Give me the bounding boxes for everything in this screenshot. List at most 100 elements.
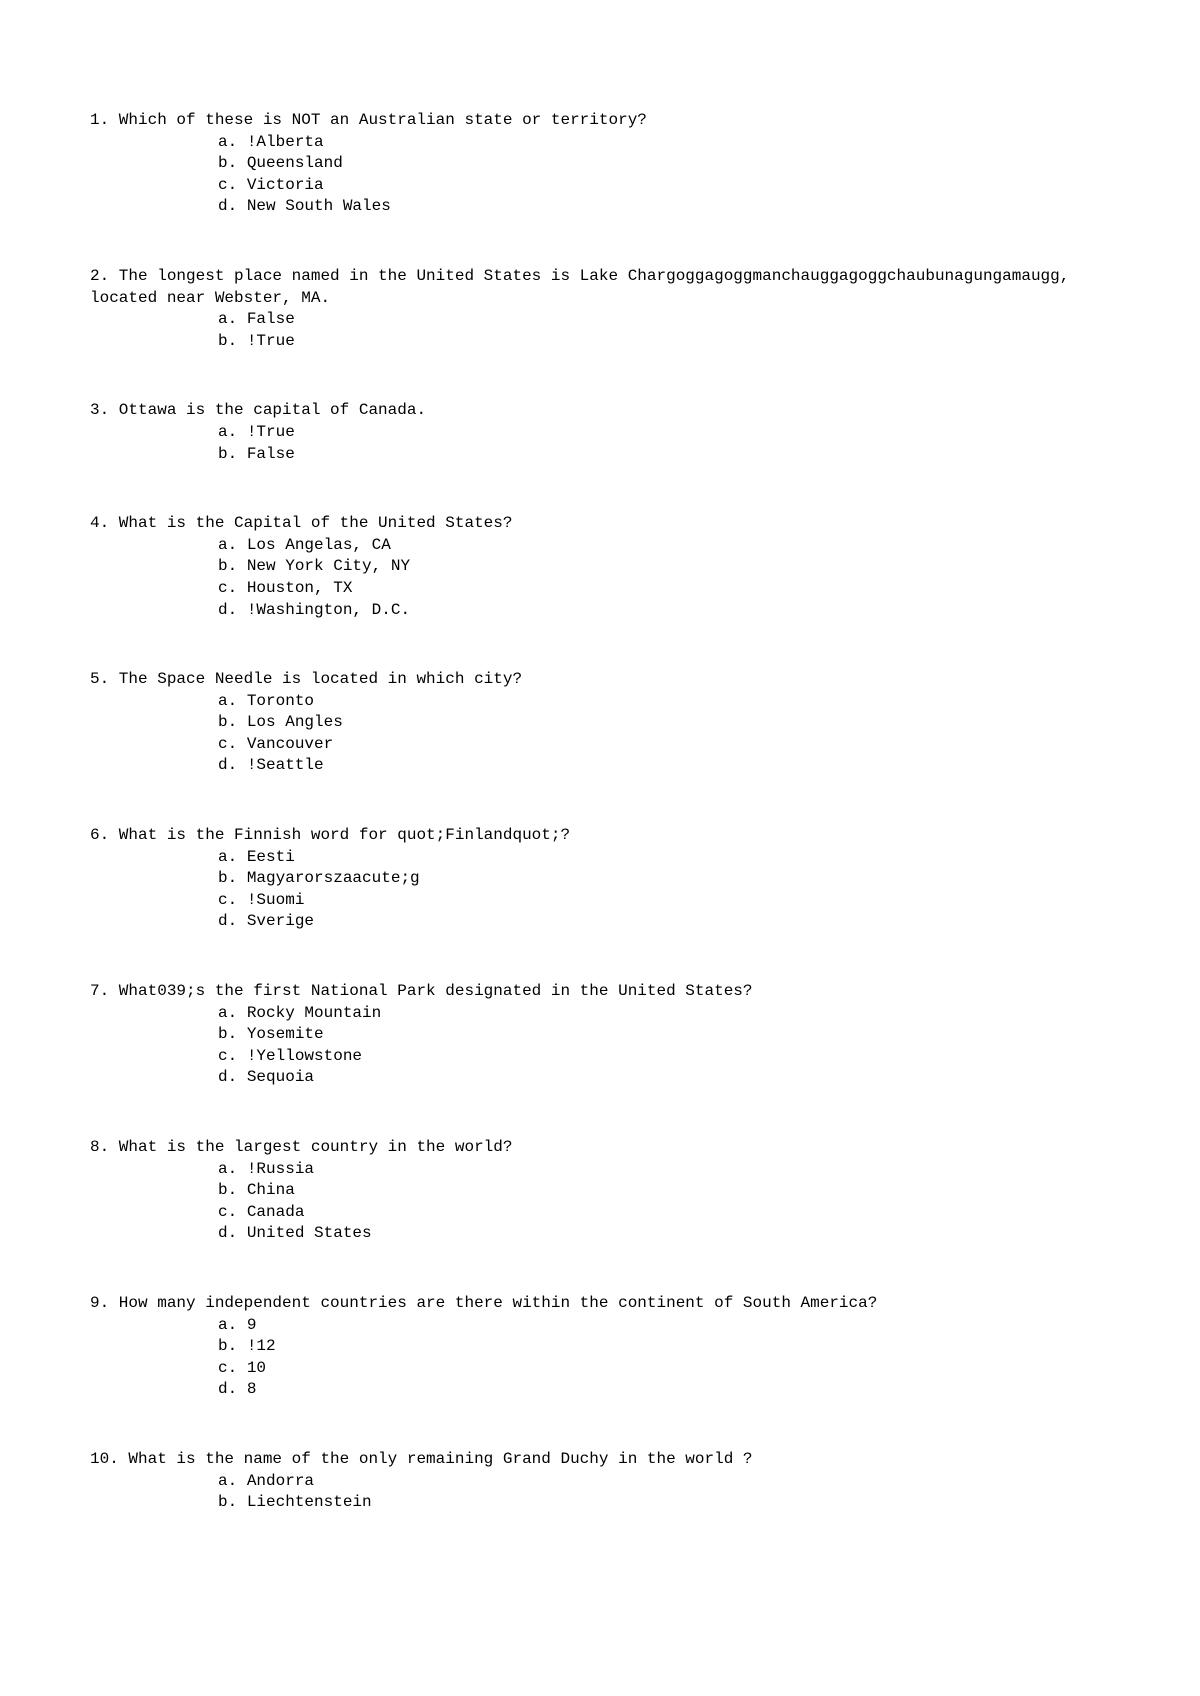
- option-text: !12: [247, 1337, 276, 1355]
- option-row: b. Magyarorszaacute;g: [90, 868, 1110, 890]
- option-text: New South Wales: [247, 197, 391, 215]
- option-row: b. Yosemite: [90, 1024, 1110, 1046]
- option-text: New York City, NY: [247, 557, 410, 575]
- option-text: China: [247, 1181, 295, 1199]
- question-text: 9. How many independent countries are th…: [90, 1293, 1110, 1315]
- question-text: 7. What039;s the first National Park des…: [90, 981, 1110, 1003]
- option-text: Rocky Mountain: [247, 1004, 381, 1022]
- option-letter: a.: [218, 1472, 247, 1490]
- option-letter: d.: [218, 197, 247, 215]
- option-letter: a.: [218, 848, 247, 866]
- question-block: 7. What039;s the first National Park des…: [90, 981, 1110, 1089]
- option-letter: c.: [218, 1359, 247, 1377]
- option-text: Canada: [247, 1203, 305, 1221]
- option-text: 8: [247, 1380, 257, 1398]
- option-text: !Suomi: [247, 891, 305, 909]
- option-letter: c.: [218, 176, 247, 194]
- option-letter: c.: [218, 579, 247, 597]
- option-text: Toronto: [247, 692, 314, 710]
- option-row: a. !True: [90, 422, 1110, 444]
- option-text: 9: [247, 1316, 257, 1334]
- option-letter: c.: [218, 1047, 247, 1065]
- option-row: b. !12: [90, 1336, 1110, 1358]
- option-text: 10: [247, 1359, 266, 1377]
- option-row: d. Sverige: [90, 911, 1110, 933]
- option-letter: a.: [218, 692, 247, 710]
- option-row: c. Canada: [90, 1202, 1110, 1224]
- option-row: a. 9: [90, 1315, 1110, 1337]
- option-text: !Yellowstone: [247, 1047, 362, 1065]
- option-row: d. 8: [90, 1379, 1110, 1401]
- question-text: 4. What is the Capital of the United Sta…: [90, 513, 1110, 535]
- option-text: False: [247, 445, 295, 463]
- option-row: c. 10: [90, 1358, 1110, 1380]
- question-block: 2. The longest place named in the United…: [90, 266, 1110, 352]
- option-text: !Seattle: [247, 756, 324, 774]
- question-block: 10. What is the name of the only remaini…: [90, 1449, 1110, 1514]
- option-text: Sequoia: [247, 1068, 314, 1086]
- option-row: d. New South Wales: [90, 196, 1110, 218]
- option-row: c. !Suomi: [90, 890, 1110, 912]
- option-letter: b.: [218, 713, 247, 731]
- question-text: 2. The longest place named in the United…: [90, 266, 1110, 309]
- option-text: Liechtenstein: [247, 1493, 372, 1511]
- option-row: d. Sequoia: [90, 1067, 1110, 1089]
- option-letter: a.: [218, 1160, 247, 1178]
- option-letter: b.: [218, 1181, 247, 1199]
- option-row: a. Eesti: [90, 847, 1110, 869]
- option-text: Eesti: [247, 848, 295, 866]
- question-block: 6. What is the Finnish word for quot;Fin…: [90, 825, 1110, 933]
- option-letter: b.: [218, 869, 247, 887]
- option-text: !True: [247, 423, 295, 441]
- question-block: 4. What is the Capital of the United Sta…: [90, 513, 1110, 621]
- option-text: !True: [247, 332, 295, 350]
- option-letter: b.: [218, 1025, 247, 1043]
- option-letter: d.: [218, 1068, 247, 1086]
- option-text: Houston, TX: [247, 579, 353, 597]
- option-letter: b.: [218, 332, 247, 350]
- option-text: Magyarorszaacute;g: [247, 869, 420, 887]
- option-letter: a.: [218, 423, 247, 441]
- option-letter: b.: [218, 1337, 247, 1355]
- option-row: a. Toronto: [90, 691, 1110, 713]
- question-block: 5. The Space Needle is located in which …: [90, 669, 1110, 777]
- option-letter: a.: [218, 1004, 247, 1022]
- option-text: Victoria: [247, 176, 324, 194]
- option-letter: a.: [218, 536, 247, 554]
- question-block: 1. Which of these is NOT an Australian s…: [90, 110, 1110, 218]
- question-text: 5. The Space Needle is located in which …: [90, 669, 1110, 691]
- option-letter: b.: [218, 557, 247, 575]
- option-text: Vancouver: [247, 735, 333, 753]
- option-row: b. Queensland: [90, 153, 1110, 175]
- option-letter: a.: [218, 310, 247, 328]
- option-letter: a.: [218, 133, 247, 151]
- option-row: b. China: [90, 1180, 1110, 1202]
- option-letter: d.: [218, 1224, 247, 1242]
- option-letter: c.: [218, 1203, 247, 1221]
- option-row: b. False: [90, 444, 1110, 466]
- question-block: 8. What is the largest country in the wo…: [90, 1137, 1110, 1245]
- option-text: Andorra: [247, 1472, 314, 1490]
- option-letter: b.: [218, 445, 247, 463]
- option-row: b. Liechtenstein: [90, 1492, 1110, 1514]
- option-letter: b.: [218, 1493, 247, 1511]
- option-text: United States: [247, 1224, 372, 1242]
- option-row: c. Houston, TX: [90, 578, 1110, 600]
- question-block: 9. How many independent countries are th…: [90, 1293, 1110, 1401]
- question-text: 10. What is the name of the only remaini…: [90, 1449, 1110, 1471]
- option-row: a. False: [90, 309, 1110, 331]
- option-row: d. !Seattle: [90, 755, 1110, 777]
- option-row: b. Los Angles: [90, 712, 1110, 734]
- option-row: b. New York City, NY: [90, 556, 1110, 578]
- quiz-page: 1. Which of these is NOT an Australian s…: [0, 0, 1200, 1622]
- option-row: a. Los Angelas, CA: [90, 535, 1110, 557]
- option-text: !Alberta: [247, 133, 324, 151]
- option-row: c. Vancouver: [90, 734, 1110, 756]
- option-row: a. Andorra: [90, 1471, 1110, 1493]
- option-letter: d.: [218, 601, 247, 619]
- option-row: b. !True: [90, 331, 1110, 353]
- option-text: Los Angelas, CA: [247, 536, 391, 554]
- option-row: a. Rocky Mountain: [90, 1003, 1110, 1025]
- option-row: a. !Russia: [90, 1159, 1110, 1181]
- option-letter: d.: [218, 912, 247, 930]
